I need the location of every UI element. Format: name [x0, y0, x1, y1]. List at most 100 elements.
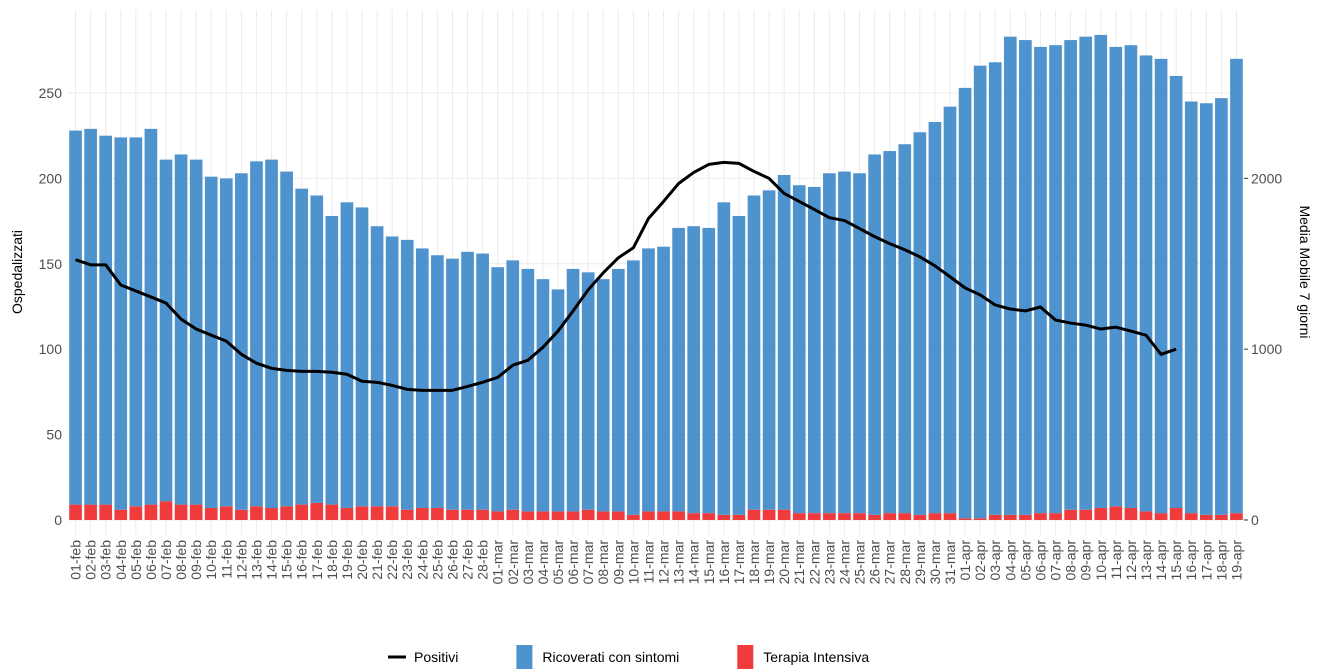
bar [1049, 45, 1062, 514]
legend-label: Ricoverati con sintomi [542, 649, 679, 665]
bar [431, 255, 444, 509]
x-tick-label: 30-mar [927, 540, 943, 585]
x-tick-label: 05-feb [128, 540, 144, 580]
x-tick-label: 09-apr [1078, 540, 1094, 581]
bar [973, 518, 987, 520]
x-tick-label: 20-feb [354, 540, 370, 580]
bar [1199, 514, 1213, 520]
x-tick-label: 14-apr [1153, 540, 1169, 581]
bar [400, 239, 414, 510]
bar [521, 268, 535, 512]
bar [144, 504, 158, 520]
bar [295, 504, 309, 520]
bar [642, 248, 655, 512]
bar [506, 509, 520, 520]
x-tick-label: 06-mar [565, 540, 581, 585]
x-tick-label: 18-apr [1213, 540, 1229, 581]
bar [310, 502, 324, 520]
bar [823, 173, 836, 514]
x-tick-label: 06-apr [1032, 540, 1048, 581]
bar [853, 173, 866, 514]
y-tick-label: 250 [39, 85, 63, 101]
bar [280, 506, 293, 520]
bar [838, 171, 851, 514]
bar [1124, 45, 1138, 509]
bar [627, 514, 640, 520]
x-tick-label: 11-feb [218, 540, 234, 579]
bar [672, 511, 685, 520]
bar [868, 514, 881, 520]
x-tick-label: 03-apr [987, 540, 1003, 581]
bar [219, 506, 233, 520]
y-tick-label: 100 [39, 341, 63, 357]
x-tick-label: 18-feb [324, 540, 340, 580]
bar [958, 87, 972, 519]
bar [1184, 513, 1198, 520]
bar [325, 215, 339, 505]
bar [732, 514, 746, 520]
x-tick-label: 22-feb [384, 540, 400, 580]
bar [1049, 513, 1062, 520]
x-tick-label: 13-apr [1138, 540, 1154, 581]
x-tick-label: 26-mar [867, 540, 883, 585]
bar [1019, 514, 1032, 520]
y-tick-label: 50 [46, 427, 62, 443]
bar [898, 144, 912, 514]
bar [807, 513, 821, 520]
x-tick-label: 21-mar [791, 540, 807, 585]
x-tick-label: 02-apr [972, 540, 988, 581]
x-tick-label: 17-mar [731, 540, 747, 585]
bar [114, 137, 128, 510]
x-tick-label: 27-mar [882, 540, 898, 585]
bar [747, 195, 761, 510]
x-tick-label: 17-apr [1198, 540, 1214, 581]
bar [310, 195, 324, 503]
bar [1139, 511, 1153, 520]
bar [446, 258, 459, 510]
bar [551, 289, 565, 512]
x-tick-label: 04-mar [535, 540, 551, 585]
x-tick-label: 03-feb [98, 540, 114, 580]
bar [611, 511, 625, 520]
x-tick-label: 10-feb [203, 540, 219, 580]
x-tick-label: 02-feb [83, 540, 99, 580]
bar [596, 279, 610, 512]
bar [1019, 40, 1032, 515]
bar [491, 267, 505, 512]
bar [385, 506, 399, 520]
legend-label: Positivi [414, 649, 458, 665]
bar [988, 514, 1002, 520]
bar [355, 506, 369, 520]
x-tick-label: 02-mar [505, 540, 521, 585]
bar [732, 215, 746, 515]
bar [99, 135, 113, 505]
bar [461, 509, 474, 520]
bar [853, 513, 866, 520]
bar [1124, 508, 1138, 520]
x-tick-label: 11-mar [640, 540, 656, 584]
bar [129, 137, 143, 507]
bar [1079, 509, 1093, 520]
bar [295, 188, 309, 505]
x-tick-label: 01-feb [68, 540, 84, 580]
bar [1003, 514, 1017, 520]
bar [717, 514, 731, 520]
bar [491, 511, 505, 520]
bar [596, 511, 610, 520]
x-tick-label: 24-mar [836, 540, 852, 585]
x-tick-label: 14-mar [686, 540, 702, 585]
bar [762, 509, 776, 520]
x-tick-label: 19-feb [339, 540, 355, 580]
bar [84, 128, 97, 505]
bar [777, 509, 791, 520]
bar [476, 509, 489, 520]
bar [1034, 513, 1047, 520]
x-tick-label: 25-feb [429, 540, 445, 580]
x-tick-label: 16-mar [716, 540, 732, 585]
bar [189, 504, 203, 520]
y-tick-label: 150 [39, 256, 63, 272]
bar [928, 122, 942, 514]
y2-axis-title: Media Mobile 7 giorni [1297, 205, 1313, 338]
bar [868, 154, 881, 515]
